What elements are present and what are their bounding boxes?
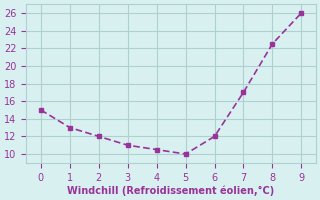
X-axis label: Windchill (Refroidissement éolien,°C): Windchill (Refroidissement éolien,°C)	[68, 185, 275, 196]
